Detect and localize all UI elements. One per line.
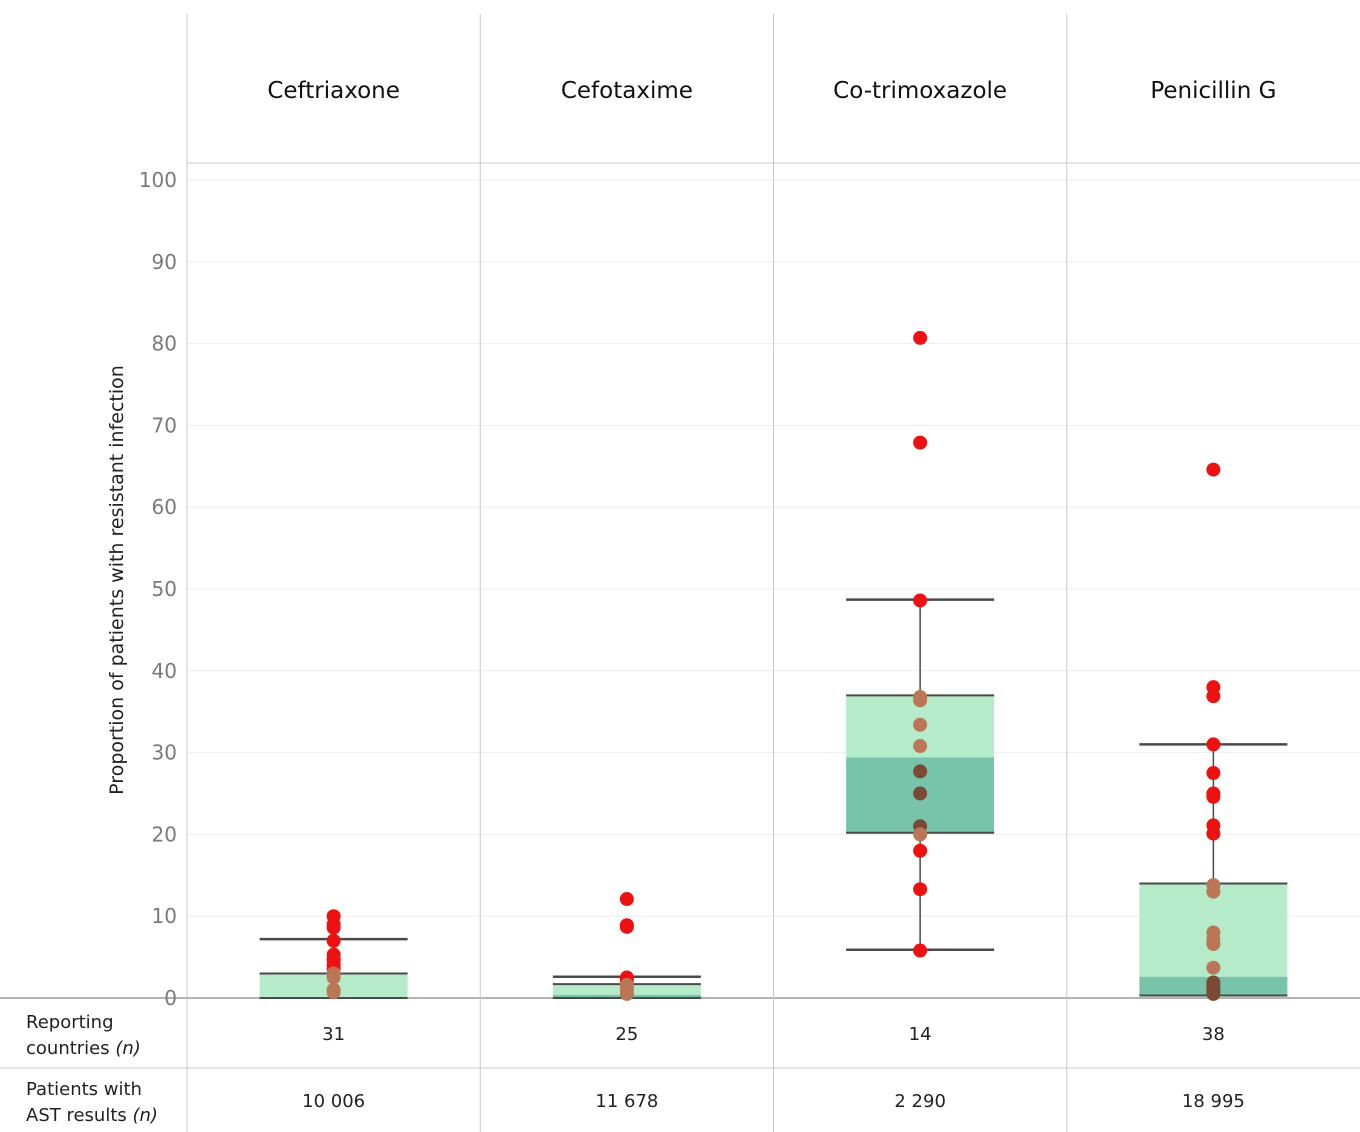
data-point <box>913 943 928 958</box>
data-point <box>913 593 928 608</box>
data-point <box>1206 789 1221 804</box>
y-tick-label: 60 <box>152 495 177 519</box>
data-point <box>619 919 634 934</box>
y-axis-label: Proportion of patients with resistant in… <box>106 365 128 795</box>
table-cell-value: 2 290 <box>894 1091 946 1112</box>
table-row-label-line1: Patients with <box>26 1079 142 1100</box>
y-tick-label: 50 <box>152 577 177 601</box>
data-point <box>1206 884 1221 899</box>
data-point <box>1206 826 1221 841</box>
data-point <box>913 739 928 754</box>
y-tick-label: 70 <box>152 413 177 437</box>
table-cell-value: 11 678 <box>595 1091 658 1112</box>
data-point <box>913 843 928 858</box>
y-tick-label: 10 <box>152 904 177 928</box>
data-point <box>326 970 341 985</box>
chart-text: Proportion of patients with resistant in… <box>26 78 1276 1126</box>
data-point <box>1206 462 1221 477</box>
data-point <box>1206 766 1221 781</box>
y-tick-label: 80 <box>152 332 177 356</box>
column-title: Ceftriaxone <box>267 78 400 104</box>
table-row-label-line2: countries (n) <box>26 1038 141 1059</box>
column-title: Cefotaxime <box>561 78 693 104</box>
y-tick-label: 0 <box>164 986 177 1010</box>
table-cell-value: 14 <box>909 1024 932 1045</box>
data-point <box>1206 689 1221 704</box>
column-title: Co-trimoxazole <box>833 78 1007 104</box>
data-point <box>913 764 928 779</box>
column-title: Penicillin G <box>1150 78 1276 104</box>
data-points <box>326 330 1221 1001</box>
data-point <box>1206 986 1221 1001</box>
data-point <box>326 933 341 948</box>
y-tick-label: 20 <box>152 822 177 846</box>
y-tick-label: 40 <box>152 659 177 683</box>
data-point <box>913 435 928 450</box>
data-point <box>1206 737 1221 752</box>
table-row-label-line2: AST results (n) <box>26 1105 158 1126</box>
data-point <box>619 892 634 907</box>
table-cell-value: 38 <box>1202 1024 1225 1045</box>
data-point <box>913 882 928 897</box>
data-point <box>326 920 341 935</box>
table-cell-value: 18 995 <box>1182 1091 1245 1112</box>
data-point <box>913 827 928 842</box>
data-point <box>1206 960 1221 975</box>
data-point <box>913 330 928 345</box>
data-point <box>913 693 928 708</box>
table-cell-value: 10 006 <box>302 1091 365 1112</box>
data-point <box>913 786 928 801</box>
data-point <box>326 985 341 1000</box>
data-point <box>913 717 928 732</box>
data-point <box>619 986 634 1001</box>
y-tick-label: 30 <box>152 741 177 765</box>
y-tick-label: 100 <box>139 168 177 192</box>
data-point <box>1206 937 1221 952</box>
table-cell-value: 31 <box>322 1024 345 1045</box>
table-row-label-line1: Reporting <box>26 1012 114 1033</box>
table-cell-value: 25 <box>615 1024 638 1045</box>
y-tick-label: 90 <box>152 250 177 274</box>
